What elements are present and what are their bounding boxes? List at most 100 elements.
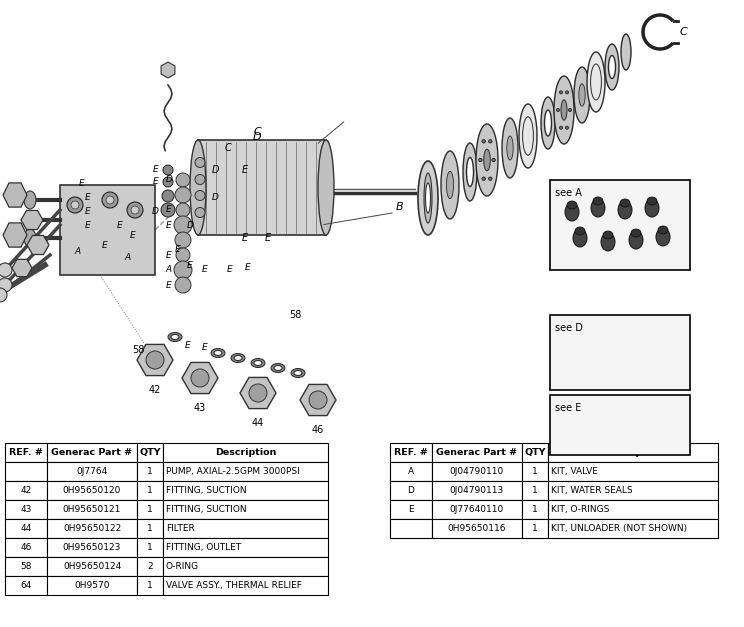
Circle shape: [489, 140, 492, 143]
Ellipse shape: [294, 371, 302, 376]
Ellipse shape: [541, 97, 555, 149]
Ellipse shape: [418, 161, 438, 235]
Polygon shape: [27, 236, 49, 255]
Circle shape: [602, 364, 618, 380]
Bar: [522, 443, 548, 462]
Ellipse shape: [574, 67, 590, 123]
Ellipse shape: [618, 201, 632, 219]
Circle shape: [651, 355, 679, 383]
Ellipse shape: [545, 110, 551, 136]
Circle shape: [596, 358, 624, 386]
Bar: [5, 500, 47, 519]
Bar: [548, 519, 718, 538]
Text: VALVE ASSY., THERMAL RELIEF: VALVE ASSY., THERMAL RELIEF: [166, 581, 302, 590]
Circle shape: [557, 108, 559, 112]
Text: C: C: [253, 127, 261, 137]
Text: FILTER: FILTER: [166, 524, 195, 533]
Text: 0H95650120: 0H95650120: [62, 486, 121, 495]
Text: 43: 43: [20, 505, 32, 514]
Text: 42: 42: [149, 385, 161, 395]
Bar: [432, 462, 522, 481]
Text: D: D: [187, 221, 193, 229]
Bar: [548, 443, 718, 462]
Ellipse shape: [446, 171, 454, 199]
Bar: [522, 519, 548, 538]
Text: E: E: [166, 280, 172, 290]
Circle shape: [478, 158, 482, 162]
Ellipse shape: [484, 149, 490, 171]
Text: 1: 1: [532, 524, 538, 533]
Text: 0H95650121: 0H95650121: [62, 505, 121, 514]
Circle shape: [162, 190, 174, 202]
Bar: [163, 462, 328, 481]
Circle shape: [597, 335, 613, 351]
Ellipse shape: [254, 361, 262, 366]
Ellipse shape: [554, 76, 574, 144]
Polygon shape: [12, 260, 32, 277]
Bar: [390, 462, 432, 481]
Text: 0H95650116: 0H95650116: [448, 524, 506, 533]
Ellipse shape: [609, 56, 615, 78]
Text: 1: 1: [147, 524, 153, 533]
Polygon shape: [182, 362, 218, 394]
Text: 1: 1: [147, 543, 153, 552]
Circle shape: [566, 356, 594, 384]
Ellipse shape: [426, 183, 431, 213]
Circle shape: [565, 126, 568, 129]
Circle shape: [632, 362, 648, 378]
Text: 58: 58: [20, 562, 32, 571]
Circle shape: [195, 208, 205, 218]
Bar: [432, 500, 522, 519]
Text: E: E: [166, 206, 172, 214]
Text: 44: 44: [20, 524, 32, 533]
Text: 0H95650122: 0H95650122: [63, 524, 121, 533]
Text: E: E: [187, 260, 193, 270]
Text: 1: 1: [147, 467, 153, 476]
Text: 43: 43: [194, 403, 206, 413]
Circle shape: [652, 335, 668, 351]
Ellipse shape: [565, 203, 579, 221]
Text: 0H95650123: 0H95650123: [62, 543, 121, 552]
Ellipse shape: [234, 356, 242, 361]
Circle shape: [175, 277, 191, 293]
Ellipse shape: [618, 416, 622, 418]
Bar: [163, 481, 328, 500]
Text: E: E: [85, 192, 91, 201]
Ellipse shape: [171, 334, 179, 339]
Bar: [5, 462, 47, 481]
Text: D: D: [253, 132, 261, 142]
Bar: [5, 443, 47, 462]
Circle shape: [482, 140, 486, 143]
Circle shape: [163, 165, 173, 175]
Polygon shape: [240, 377, 276, 409]
Text: E: E: [85, 221, 91, 229]
Text: A: A: [408, 467, 414, 476]
Text: 46: 46: [20, 543, 32, 552]
Bar: [5, 538, 47, 557]
Bar: [47, 519, 137, 538]
Circle shape: [489, 177, 492, 181]
Text: 58: 58: [289, 310, 301, 320]
Text: see D: see D: [555, 323, 583, 333]
Text: KIT, VALVE: KIT, VALVE: [551, 467, 598, 476]
Text: 0J77640110: 0J77640110: [450, 505, 504, 514]
Ellipse shape: [621, 34, 631, 70]
Circle shape: [657, 361, 673, 377]
Ellipse shape: [586, 409, 604, 421]
Ellipse shape: [575, 227, 585, 235]
Text: FITTING, SUCTION: FITTING, SUCTION: [166, 486, 246, 495]
Text: 1: 1: [532, 486, 538, 495]
Ellipse shape: [466, 157, 473, 186]
Text: see E: see E: [555, 403, 581, 413]
Text: KIT, WATER SEALS: KIT, WATER SEALS: [551, 486, 632, 495]
Text: E: E: [166, 221, 172, 229]
Circle shape: [572, 362, 588, 378]
Bar: [163, 519, 328, 538]
Text: E: E: [130, 231, 136, 240]
Ellipse shape: [587, 52, 605, 112]
Ellipse shape: [476, 124, 498, 196]
Ellipse shape: [168, 332, 182, 342]
Text: E: E: [227, 265, 233, 275]
Ellipse shape: [579, 84, 586, 106]
Ellipse shape: [291, 369, 305, 377]
